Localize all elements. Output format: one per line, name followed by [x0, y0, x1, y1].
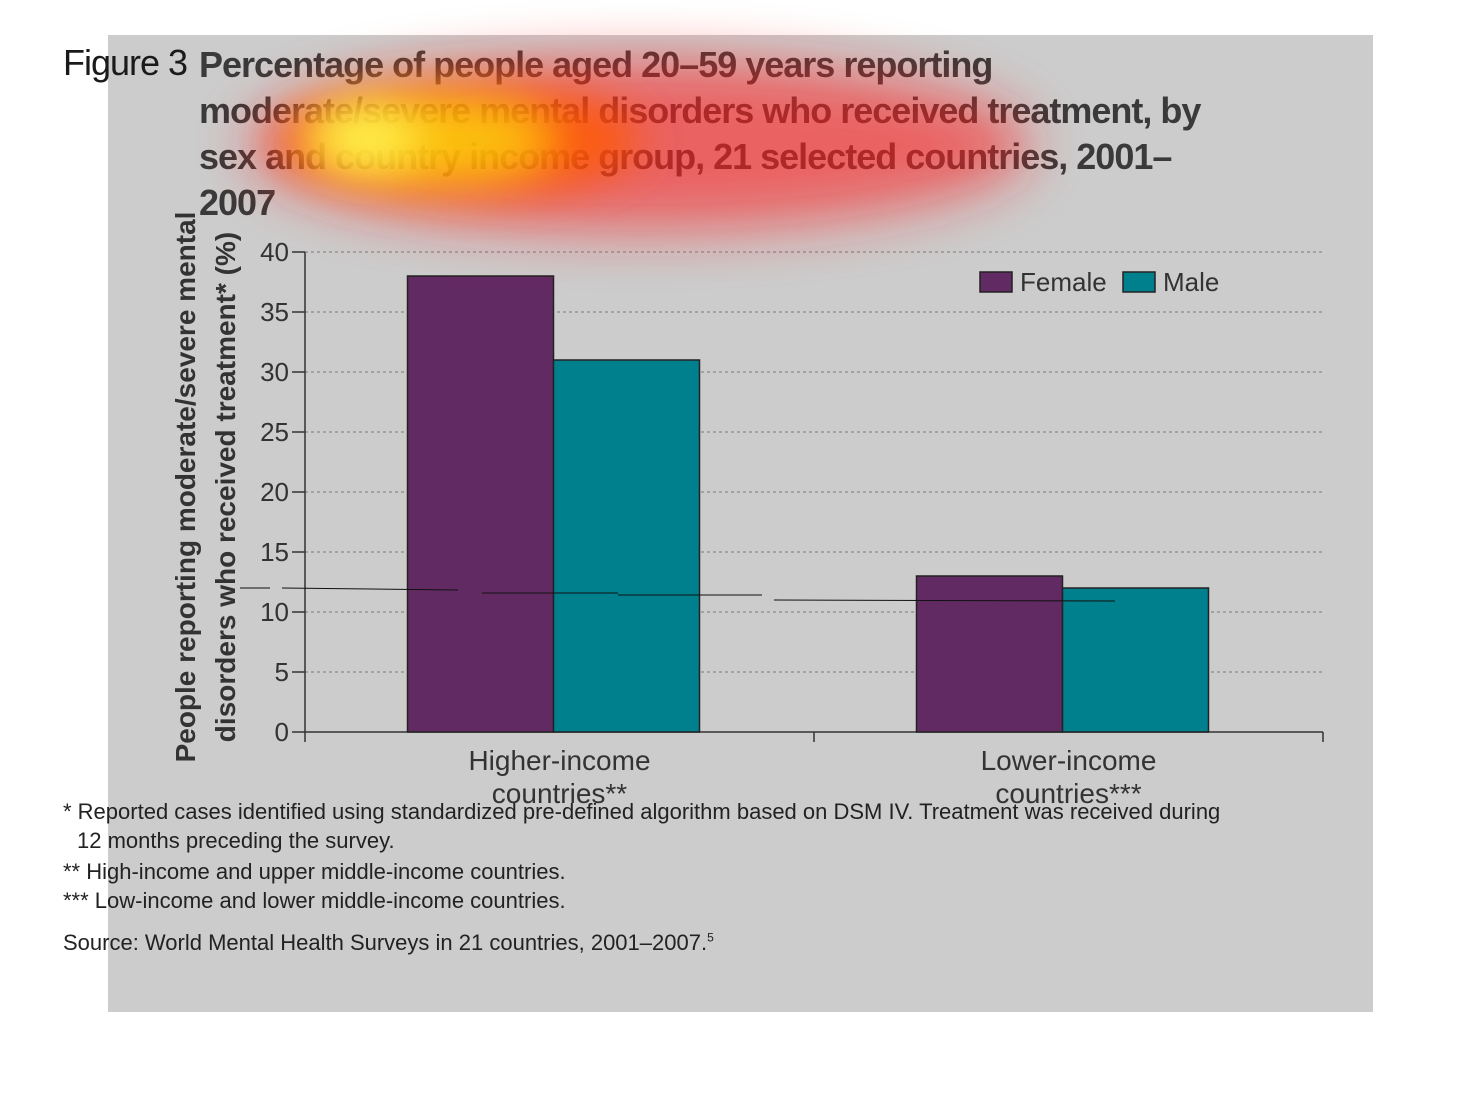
y-tick-label: 0: [275, 717, 289, 747]
source-note: Source: World Mental Health Surveys in 2…: [63, 930, 714, 956]
legend-label-male: Male: [1163, 267, 1219, 297]
legend-label-female: Female: [1020, 267, 1107, 297]
legend-swatch-male: [1122, 271, 1156, 293]
y-tick-label: 5: [275, 657, 289, 687]
annotation-stroke: [281, 587, 459, 591]
source-text: Source: World Mental Health Surveys in 2…: [63, 930, 708, 955]
y-tick-label: 20: [260, 477, 289, 507]
y-axis-title: disorders who received treatment* (%): [210, 232, 241, 742]
legend-swatch-female: [979, 271, 1013, 293]
y-tick-label: 15: [260, 537, 289, 567]
y-tick-label: 30: [260, 357, 289, 387]
footnote-1: * Reported cases identified using standa…: [63, 799, 1221, 824]
x-category-label: Higher-income: [468, 745, 650, 776]
y-tick-label: 35: [260, 297, 289, 327]
footnote-3: *** Low-income and lower middle-income c…: [63, 888, 566, 913]
bar-male-2: [1061, 587, 1210, 733]
footnote-2: ** High-income and upper middle-income c…: [63, 859, 566, 884]
source-ref: 5: [707, 930, 714, 945]
x-category-label: countries***: [995, 778, 1141, 809]
bar-female-1: [406, 275, 555, 733]
y-axis-title: People reporting moderate/severe mental: [170, 212, 201, 763]
y-tick-label: 40: [260, 237, 289, 267]
bar-female-2: [915, 575, 1064, 733]
figure-label: Figure 3: [63, 42, 188, 83]
x-category-label: Lower-income: [981, 745, 1157, 776]
footnote-1-continued: 12 months preceding the survey.: [77, 828, 395, 853]
x-category-label: countries**: [492, 778, 628, 809]
footnotes: * Reported cases identified using standa…: [63, 797, 1220, 915]
bar-male-1: [552, 359, 701, 733]
y-tick-label: 25: [260, 417, 289, 447]
annotation-stroke: [773, 599, 1116, 602]
y-tick-label: 10: [260, 597, 289, 627]
